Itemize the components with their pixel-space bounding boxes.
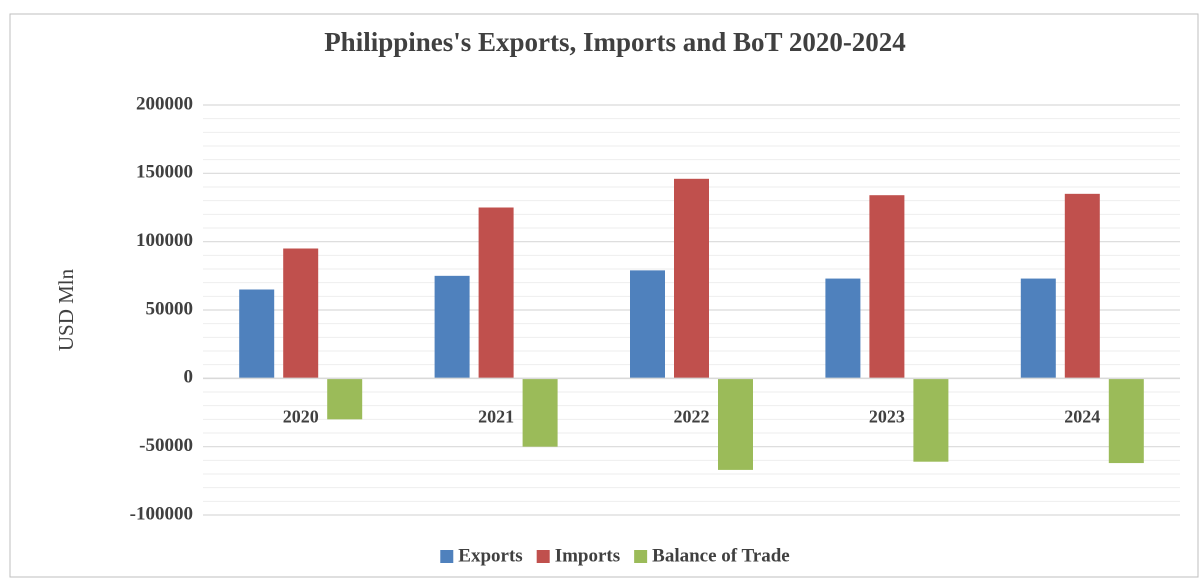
- bar: [434, 275, 470, 379]
- bar: [522, 378, 558, 447]
- bar: [1108, 378, 1144, 464]
- legend-swatch: [440, 550, 454, 563]
- x-tick-label: 2023: [869, 406, 905, 426]
- y-tick-label: 200000: [136, 93, 193, 114]
- bar: [630, 270, 665, 379]
- bar: [1064, 193, 1100, 379]
- bar: [478, 207, 514, 379]
- y-tick-label: -100000: [130, 503, 193, 524]
- y-tick-label: 150000: [136, 162, 193, 183]
- y-tick-label: 50000: [146, 298, 194, 319]
- y-tick-label: 100000: [136, 230, 193, 251]
- bar: [913, 378, 949, 462]
- bar: [869, 195, 905, 379]
- bar: [825, 278, 861, 379]
- y-tick-label: 0: [184, 367, 194, 388]
- chart-frame: [9, 13, 1199, 578]
- x-tick-label: 2020: [283, 406, 319, 426]
- legend-swatch: [634, 550, 648, 563]
- x-tick-label: 2024: [1064, 406, 1100, 426]
- y-tick-label: -50000: [139, 435, 193, 456]
- x-tick-label: 2021: [478, 406, 514, 426]
- bar: [327, 378, 363, 420]
- bar: [674, 178, 709, 379]
- bar: [283, 248, 319, 379]
- y-axis-label: USD Mln: [54, 268, 78, 351]
- bar: [239, 289, 275, 379]
- legend-label: Exports: [458, 545, 522, 566]
- x-tick-label: 2022: [674, 406, 710, 426]
- legend-label: Imports: [555, 545, 620, 566]
- legend-label: Balance of Trade: [652, 545, 790, 566]
- legend-swatch: [536, 550, 550, 563]
- bar: [718, 378, 753, 470]
- chart-title: Philippines's Exports, Imports and BoT 2…: [324, 27, 906, 57]
- bar: [1020, 278, 1056, 379]
